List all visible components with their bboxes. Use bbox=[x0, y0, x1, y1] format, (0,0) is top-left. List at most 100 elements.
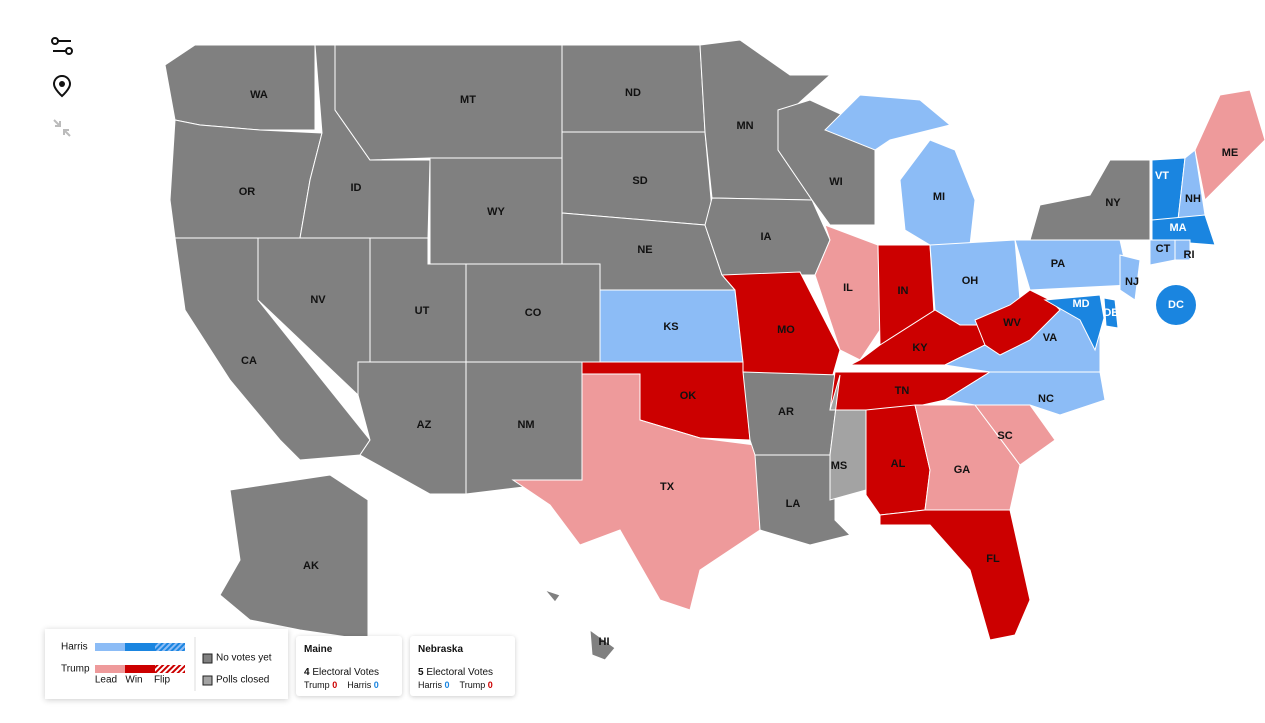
state-label: SD bbox=[632, 175, 647, 187]
state-shape bbox=[465, 263, 601, 363]
card-candidates: Harris 0 Trump 0 bbox=[418, 680, 507, 691]
state-label: KY bbox=[912, 342, 928, 354]
state-shape bbox=[1103, 297, 1119, 329]
state-shape bbox=[1043, 294, 1105, 352]
state-label: NE bbox=[637, 244, 652, 256]
state-shape bbox=[357, 361, 467, 495]
state-label: IN bbox=[898, 285, 909, 297]
candidate: Trump 0 bbox=[460, 680, 493, 690]
legend-swatch bbox=[202, 653, 213, 664]
state-card: Nebraska 5 Electoral Votes Harris 0 Trump 0 bbox=[410, 636, 515, 696]
state-label: ND bbox=[625, 87, 641, 99]
state-shape bbox=[943, 299, 1101, 373]
candidate-name: Harris bbox=[347, 680, 372, 690]
state-label: MI bbox=[933, 191, 945, 203]
state-label: IL bbox=[843, 282, 853, 294]
state-label: NC bbox=[1038, 393, 1054, 405]
state-label: MO bbox=[777, 324, 795, 336]
candidate-name: Harris bbox=[418, 680, 442, 690]
state-label: NM bbox=[517, 419, 534, 431]
state-label: OK bbox=[680, 390, 697, 402]
state-label: MT bbox=[460, 94, 476, 106]
state-shape bbox=[511, 373, 761, 611]
state-shape bbox=[219, 474, 369, 641]
state-shape bbox=[824, 94, 976, 246]
state-shape bbox=[879, 509, 1031, 641]
state-label: MN bbox=[736, 120, 753, 132]
card-title: Nebraska bbox=[418, 644, 464, 655]
state-card: Maine 4 Electoral Votes Trump 0 Harris 0 bbox=[296, 636, 402, 696]
state-shape bbox=[561, 131, 713, 226]
legend-column-label: Flip bbox=[154, 675, 171, 686]
state-label: OH bbox=[962, 275, 979, 287]
state-bubble bbox=[1156, 285, 1196, 325]
state-label: WI bbox=[829, 176, 842, 188]
state-shape bbox=[877, 244, 936, 346]
state-label: HI bbox=[599, 636, 610, 648]
state-label: FL bbox=[986, 553, 1000, 565]
state-label: IA bbox=[761, 231, 772, 243]
state-shape bbox=[754, 454, 851, 546]
collapse-button[interactable] bbox=[50, 116, 74, 140]
state-shape bbox=[164, 44, 316, 131]
state-label: VT bbox=[1155, 170, 1169, 182]
legend-item-label: No votes yet bbox=[216, 653, 272, 664]
state-shape bbox=[1174, 239, 1191, 261]
state-label: CA bbox=[241, 355, 257, 367]
state-label: OR bbox=[239, 186, 256, 198]
legend-swatch bbox=[155, 643, 185, 651]
state-shape bbox=[814, 224, 881, 361]
card-vote-label: Electoral Votes bbox=[312, 667, 380, 678]
state-label: GA bbox=[954, 464, 971, 476]
state-shape bbox=[334, 44, 563, 161]
state-shape bbox=[1029, 159, 1151, 241]
state-shape bbox=[561, 212, 737, 291]
card-candidates: Trump 0 Harris 0 bbox=[304, 680, 394, 691]
state-label: NY bbox=[1105, 197, 1121, 209]
legend-column-label: Lead bbox=[95, 675, 117, 686]
state-shape bbox=[561, 44, 706, 133]
state-shape bbox=[943, 371, 1106, 416]
legend: Harris Trump Lead Win Flip No votes yet Polls … bbox=[45, 629, 288, 699]
state-shape bbox=[1194, 89, 1265, 202]
candidate: Harris 0 bbox=[347, 680, 379, 690]
state-label: PA bbox=[1051, 258, 1066, 270]
candidate-name: Trump bbox=[304, 680, 330, 690]
state-label: SC bbox=[997, 430, 1012, 442]
legend-column-label: Win bbox=[125, 675, 142, 686]
state-shape bbox=[777, 99, 876, 226]
filter-button[interactable] bbox=[50, 34, 74, 58]
legend-graphic: Harris Trump Lead Win Flip No votes yet Polls … bbox=[61, 637, 272, 691]
state-shape bbox=[704, 197, 831, 276]
state-shape bbox=[742, 371, 841, 456]
state-label: MS bbox=[831, 460, 848, 472]
state-shape bbox=[865, 404, 931, 516]
state-label: VA bbox=[1043, 332, 1058, 344]
state-label: CO bbox=[525, 307, 542, 319]
card-vote-count: 5 bbox=[418, 667, 424, 678]
state-label: AL bbox=[891, 458, 906, 470]
candidate-name: Trump bbox=[459, 680, 486, 690]
location-button[interactable] bbox=[50, 74, 74, 98]
candidate-count: 0 bbox=[444, 680, 450, 690]
state-shape bbox=[974, 289, 1061, 356]
state-shape bbox=[1119, 254, 1141, 301]
state-shape bbox=[465, 361, 583, 495]
state-label: KS bbox=[663, 321, 678, 333]
state-shape bbox=[829, 374, 867, 501]
state-label: RI bbox=[1184, 249, 1195, 261]
state-shape bbox=[1177, 149, 1206, 221]
state-label: ME bbox=[1222, 147, 1239, 159]
state-shape bbox=[299, 44, 431, 239]
state-shape bbox=[509, 574, 616, 661]
card-votes: 4 Electoral Votes bbox=[304, 667, 394, 678]
card-votes: 5 Electoral Votes bbox=[418, 667, 507, 678]
state-label: AZ bbox=[417, 419, 432, 431]
state-shape bbox=[1149, 239, 1176, 266]
state-shape bbox=[257, 237, 371, 397]
card-vote-count: 4 bbox=[304, 667, 310, 678]
state-label: WY bbox=[487, 206, 505, 218]
state-shape bbox=[1014, 239, 1131, 291]
legend-swatch bbox=[95, 665, 125, 673]
